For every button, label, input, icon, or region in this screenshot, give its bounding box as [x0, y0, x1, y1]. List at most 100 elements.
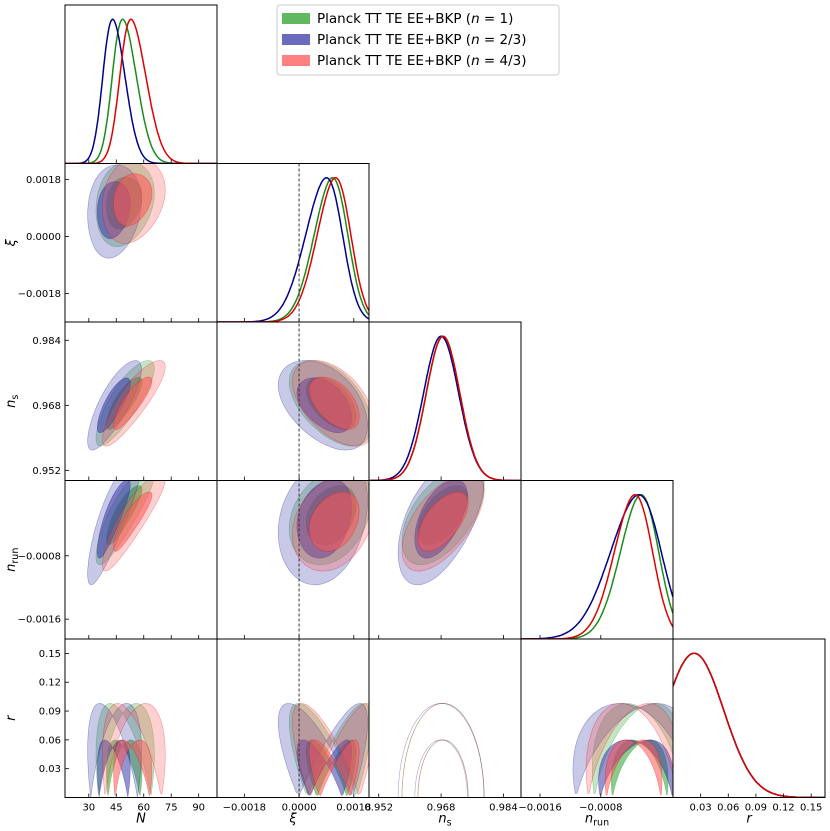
legend-swatch-series-2	[282, 55, 310, 66]
marginal-line-series-2	[369, 335, 521, 481]
contour-95-series-1	[397, 703, 485, 798]
panel-frame-ns-ns	[368, 321, 522, 481]
marginal-line-series-0	[521, 494, 673, 639]
x-tick-label-r-2: 0.09	[745, 803, 767, 814]
legend-swatch-series-1	[282, 34, 310, 45]
contour-panel-N-r	[87, 703, 166, 798]
contour-panel-xi-ns	[277, 360, 369, 451]
contour-95-series-2	[585, 703, 673, 794]
contour-68-series-2	[308, 376, 360, 430]
x-axis-label-N: N	[136, 812, 146, 827]
legend-label-series-0: Planck TT TE EE+BKP (n = 1)	[317, 11, 513, 27]
y-tick-label-nrun-1: −0.0008	[18, 551, 61, 562]
contour-panel-nrun-r	[572, 703, 673, 796]
contour-95-series-0	[401, 703, 485, 798]
marginal-line-series-0	[369, 335, 521, 481]
x-tick-label-ns-1: 0.968	[427, 803, 456, 814]
marginal-line-series-0	[673, 652, 825, 798]
contour-panel-N-xi	[87, 163, 166, 259]
panel-frame-xi-xi	[216, 163, 370, 323]
x-tick-label-nrun-1: −0.0008	[579, 803, 622, 814]
x-tick-label-N-0: 30	[82, 803, 95, 814]
x-tick-label-r-0: 0.03	[690, 803, 712, 814]
y-tick-label-r-2: 0.09	[39, 707, 61, 718]
panel-frame-nrun-nrun	[520, 480, 674, 640]
y-tick-label-xi-2: 0.0018	[26, 175, 61, 186]
contour-68-series-2	[113, 173, 153, 227]
x-tick-label-r-4: 0.15	[800, 803, 822, 814]
marginal-line-series-2	[521, 494, 673, 639]
x-tick-label-ns-0: 0.952	[364, 803, 393, 814]
x-tick-label-N-1: 45	[110, 803, 123, 814]
x-tick-label-N-2: 60	[137, 803, 150, 814]
marginal-line-series-1	[65, 18, 217, 164]
marginal-line-series-2	[673, 652, 825, 798]
panel-frame-ns-r	[368, 638, 522, 798]
legend-swatch-series-0	[282, 13, 310, 24]
contour-68-series-2	[308, 491, 360, 552]
y-tick-label-ns-2: 0.984	[32, 336, 61, 347]
contour-panel-ns-r	[397, 703, 485, 798]
contour-panel-xi-r	[277, 703, 369, 797]
marginal-line-series-0	[65, 18, 217, 164]
contour-68-series-2	[113, 739, 153, 797]
contour-95-series-2	[401, 703, 485, 798]
contour-95-series-1	[572, 703, 673, 794]
x-tick-label-r-1: 0.06	[717, 803, 739, 814]
y-axis-label-r: r	[4, 714, 19, 721]
x-axis-label-xi: ξ	[288, 812, 297, 827]
y-tick-label-r-0: 0.03	[39, 764, 61, 775]
marginal-panel-r	[673, 652, 825, 798]
x-axis-label-nrun: nrun	[585, 812, 609, 829]
marginal-panel-N	[65, 18, 217, 164]
legend-box	[276, 4, 560, 76]
marginal-line-series-1	[673, 652, 825, 798]
contour-panel-N-ns	[87, 360, 166, 451]
contour-68-series-2	[308, 739, 360, 797]
y-tick-label-xi-1: 0.0000	[26, 232, 61, 243]
panel-frame-r-r	[672, 638, 826, 798]
y-axis-label-nrun: nrun	[4, 548, 21, 572]
x-tick-label-xi-0: −0.0018	[223, 803, 266, 814]
y-tick-label-r-1: 0.06	[39, 735, 61, 746]
contour-panel-ns-nrun	[397, 480, 485, 586]
y-axis-label-ns: ns	[4, 395, 21, 408]
legend-label-series-2: Planck TT TE EE+BKP (n = 4/3)	[317, 53, 527, 69]
x-tick-label-N-3: 75	[165, 803, 178, 814]
contour-68-series-2	[604, 739, 663, 796]
contour-panel-xi-nrun	[277, 480, 369, 586]
x-axis-label-ns: ns	[438, 812, 451, 829]
marginal-panel-nrun	[521, 494, 673, 639]
marginal-line-series-2	[65, 18, 217, 164]
contour-68-series-2	[113, 491, 153, 552]
contour-68-series-2	[417, 491, 469, 552]
y-tick-label-nrun-0: −0.0016	[18, 615, 61, 626]
marginal-line-series-1	[369, 335, 521, 481]
x-tick-label-nrun-0: −0.0016	[518, 803, 561, 814]
marginal-panel-xi	[217, 177, 369, 322]
x-axis-label-r: r	[746, 812, 753, 827]
marginal-panel-ns	[369, 335, 521, 481]
contour-68-series-2	[113, 376, 153, 430]
legend: Planck TT TE EE+BKP (n = 1) Planck TT TE …	[276, 4, 560, 76]
contour-68-series-0	[417, 739, 469, 798]
y-tick-label-r-4: 0.15	[39, 649, 61, 660]
contour-68-series-1	[414, 739, 468, 798]
x-tick-label-ns-2: 0.984	[489, 803, 518, 814]
marginal-line-series-1	[521, 494, 673, 639]
x-tick-label-xi-1: 0.0000	[282, 803, 317, 814]
contour-68-series-1	[96, 480, 131, 559]
x-tick-label-xi-2: 0.0018	[336, 803, 371, 814]
x-tick-label-N-4: 90	[192, 803, 205, 814]
y-axis-label-xi: ξ	[4, 238, 19, 247]
y-tick-label-r-3: 0.12	[39, 678, 61, 689]
marginal-line-series-2	[217, 177, 369, 322]
legend-label-series-1: Planck TT TE EE+BKP (n = 2/3)	[317, 32, 527, 48]
contour-68-series-2	[417, 739, 469, 798]
contour-95-series-2	[291, 703, 369, 795]
marginal-line-series-1	[217, 177, 369, 322]
x-tick-label-r-3: 0.12	[772, 803, 794, 814]
contour-panel-N-nrun	[87, 480, 166, 586]
y-tick-label-ns-1: 0.968	[32, 401, 61, 412]
